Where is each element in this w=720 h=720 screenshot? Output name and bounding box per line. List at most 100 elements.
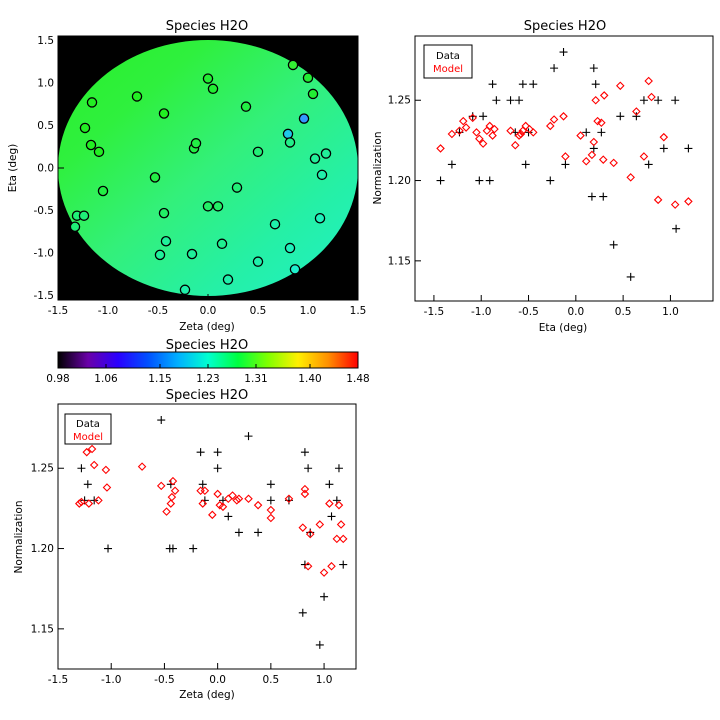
eta-data-point [632, 112, 641, 121]
zeta-data-point [104, 544, 113, 553]
colorbar-tick-label: 1.31 [244, 373, 267, 385]
map-y-tick-label: 0.0 [37, 163, 54, 175]
zeta-data-point [339, 560, 348, 569]
eta-model-point [490, 124, 499, 134]
eta-data-point [626, 272, 635, 281]
map-x-tick-label: 0.0 [200, 305, 217, 317]
zeta-model-point [300, 484, 310, 494]
eta-model-point [472, 128, 481, 137]
eta-legend-model: Model [433, 64, 463, 75]
zeta-panel: Species H2O -1.5 -1.0 -0.5 0.0 0.5 1.0 1.15 1.… [13, 388, 357, 701]
eta-data-point [559, 48, 568, 57]
zeta-model-point [101, 465, 111, 475]
zeta-data-point [234, 528, 243, 537]
zeta-data-point [300, 448, 309, 457]
zeta-model-point [253, 500, 263, 510]
zeta-model-point [162, 507, 171, 516]
map-point [316, 169, 328, 181]
eta-data-point [589, 64, 598, 73]
eta-model-point [632, 107, 641, 116]
map-x-tick-label: -1.5 [48, 305, 69, 317]
eta-model-point [475, 134, 484, 144]
eta-x-axis-label: Eta (deg) [539, 322, 588, 334]
map-point [222, 274, 234, 285]
eta-data-point [597, 128, 606, 137]
zeta-model-point [334, 500, 344, 510]
eta-data-point [479, 112, 488, 121]
eta-x-tick-label: 0.5 [615, 306, 632, 318]
eta-legend-data: Data [436, 51, 460, 62]
eta-model-point [488, 131, 497, 140]
zeta-model-point [213, 489, 222, 499]
zeta-data-point [325, 480, 334, 489]
zeta-model-point [332, 534, 342, 544]
zeta-model-point [284, 494, 294, 504]
map-point [78, 210, 90, 221]
zeta-x-tick-label: 0.0 [209, 674, 226, 686]
eta-data-point [561, 160, 570, 169]
zeta-model-point [303, 561, 313, 571]
eta-model-point [639, 152, 649, 161]
eta-frame [414, 35, 714, 302]
eta-data-point [587, 192, 596, 201]
eta-model-point [591, 95, 600, 105]
eta-data-point [518, 80, 527, 89]
zeta-model-point [224, 494, 233, 504]
zeta-data-point [213, 448, 222, 457]
map-point [85, 139, 97, 151]
zeta-data-point [83, 480, 92, 489]
map-point [252, 146, 264, 158]
zeta-model-point [325, 499, 334, 508]
eta-model-point [653, 195, 663, 205]
zeta-model-point [327, 561, 336, 571]
map-y-tick-label: -0.5 [34, 205, 55, 217]
eta-model-point [549, 115, 559, 124]
zeta-model-point [338, 534, 348, 544]
map-point [284, 242, 296, 254]
map-point [179, 284, 191, 296]
zeta-data-point [298, 608, 307, 617]
zeta-y-tick-label: 1.20 [31, 543, 54, 555]
colorbar-tick-label: 1.40 [298, 373, 321, 385]
zeta-model-point [102, 483, 112, 492]
map-point [309, 153, 321, 164]
colorbar-title: Species H2O [166, 338, 248, 353]
eta-model-point [511, 140, 520, 150]
zeta-model-point [87, 444, 97, 454]
zeta-legend-box [64, 413, 112, 445]
zeta-data-point [315, 640, 324, 649]
map-point [298, 113, 310, 124]
eta-data-point [591, 80, 600, 89]
map-x-axis-label: Zeta (deg) [179, 321, 235, 333]
eta-data-point [488, 80, 497, 89]
zeta-data-point [168, 544, 177, 553]
eta-data-point [436, 176, 445, 185]
colorbar-tick-label: 1.06 [94, 373, 118, 385]
zeta-model-point [232, 496, 242, 505]
zeta-model-point [167, 492, 177, 502]
map-point [158, 207, 170, 219]
eta-y-tick-label: 1.20 [388, 175, 411, 187]
zeta-data-point [77, 464, 86, 473]
eta-data-point [639, 96, 648, 105]
zeta-model-point [170, 486, 180, 496]
colorbar-tick-label: 1.23 [196, 373, 219, 385]
eta-model-point [447, 129, 457, 139]
map-point [97, 185, 109, 197]
eta-data-point [529, 80, 538, 89]
zeta-model-point [208, 510, 217, 520]
map-point [154, 249, 166, 261]
zeta-model-point [168, 476, 178, 486]
map-point [284, 137, 296, 148]
zeta-frame [57, 403, 357, 670]
eta-model-point [616, 81, 625, 91]
zeta-data-point [334, 464, 343, 473]
eta-y-tick-label: 1.25 [388, 95, 411, 107]
eta-x-tick-label: -1.5 [424, 306, 445, 318]
eta-model-point [561, 152, 570, 161]
zeta-legend-model: Model [73, 432, 103, 443]
eta-data-point [550, 64, 559, 73]
eta-data-point [672, 224, 681, 233]
map-point [287, 59, 299, 71]
